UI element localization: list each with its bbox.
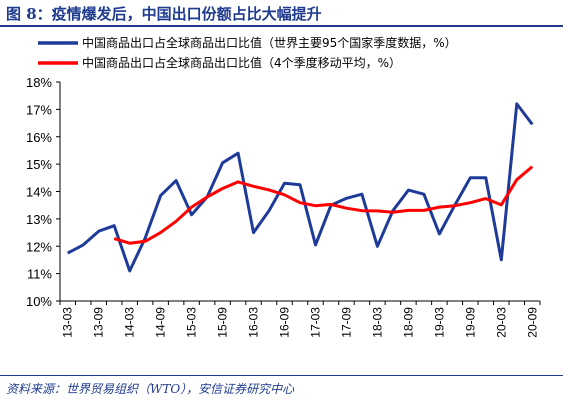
x-tick-label: 19-03 bbox=[432, 307, 446, 338]
y-tick-label: 17% bbox=[26, 102, 52, 117]
legend-label-series-2: 中国商品出口占全球商品出口比值（4个季度移动平均，%） bbox=[82, 55, 401, 70]
x-tick-label: 14-03 bbox=[123, 307, 137, 338]
y-tick-label: 14% bbox=[26, 185, 52, 200]
title-divider bbox=[0, 25, 563, 27]
x-tick-label: 16-03 bbox=[247, 307, 261, 338]
legend-label-series-1: 中国商品出口占全球商品出口比值（世界主要95个国家季度数据，%） bbox=[82, 35, 457, 50]
line-chart: 中国商品出口占全球商品出口比值（世界主要95个国家季度数据，%） 中国商品出口占… bbox=[26, 35, 541, 338]
y-tick-label: 11% bbox=[27, 267, 52, 282]
y-tick-label: 12% bbox=[26, 239, 52, 254]
y-tick-label: 16% bbox=[26, 130, 52, 145]
source-note: 资料来源：世界贸易组织（WTO），安信证券研究中心 bbox=[6, 382, 295, 396]
x-tick-label: 19-09 bbox=[463, 307, 477, 338]
x-tick-label: 18-09 bbox=[401, 307, 415, 338]
y-axis-ticks: 10% 11% 12% 13% 14% 15% 16% 17% 18% bbox=[26, 75, 60, 309]
x-tick-label: 13-09 bbox=[92, 307, 106, 338]
figure-title: 图 8：疫情爆发后，中国出口份额占比大幅提升 bbox=[6, 5, 322, 23]
y-tick-label: 18% bbox=[26, 75, 52, 90]
x-tick-label: 14-09 bbox=[154, 307, 168, 338]
source-divider bbox=[0, 375, 563, 376]
x-tick-label: 17-09 bbox=[339, 307, 353, 338]
x-axis-ticks: 13-03 13-09 14-03 14-09 15-03 15-09 16-03 16-09… bbox=[59, 301, 541, 338]
y-tick-label: 13% bbox=[26, 212, 52, 227]
x-tick-label: 20-03 bbox=[494, 307, 508, 338]
y-tick-label: 10% bbox=[26, 294, 52, 309]
y-tick-label: 15% bbox=[26, 157, 52, 172]
legend: 中国商品出口占全球商品出口比值（世界主要95个国家季度数据，%） 中国商品出口占… bbox=[38, 35, 457, 70]
x-tick-label: 15-03 bbox=[185, 307, 199, 338]
x-tick-label: 20-09 bbox=[525, 307, 539, 338]
series-line-quarterly bbox=[66, 102, 534, 273]
x-tick-label: 13-03 bbox=[61, 307, 75, 338]
x-tick-label: 18-03 bbox=[370, 307, 384, 338]
x-tick-label: 16-09 bbox=[278, 307, 292, 338]
x-tick-label: 15-09 bbox=[216, 307, 230, 338]
x-tick-label: 17-03 bbox=[308, 307, 322, 338]
series-line-moving-average bbox=[113, 165, 534, 245]
